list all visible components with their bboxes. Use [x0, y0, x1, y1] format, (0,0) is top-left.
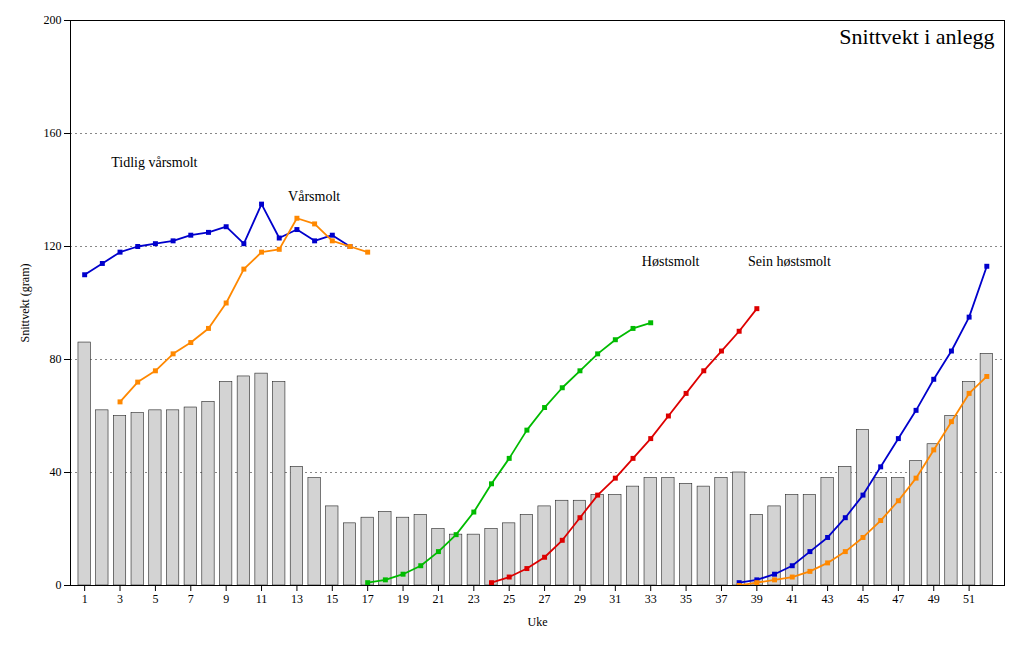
svg-text:80: 80 — [50, 352, 62, 366]
svg-text:5: 5 — [152, 592, 158, 606]
svg-text:19: 19 — [397, 592, 409, 606]
svg-text:7: 7 — [188, 592, 194, 606]
svg-text:11: 11 — [256, 592, 268, 606]
svg-text:200: 200 — [44, 13, 62, 27]
svg-text:13: 13 — [291, 592, 303, 606]
svg-text:Snittvekt (gram): Snittvekt (gram) — [18, 264, 32, 343]
svg-text:120: 120 — [44, 239, 62, 253]
svg-text:27: 27 — [539, 592, 551, 606]
svg-text:31: 31 — [609, 592, 621, 606]
svg-text:Tidlig vårsmolt: Tidlig vårsmolt — [111, 155, 197, 170]
svg-text:21: 21 — [432, 592, 444, 606]
svg-text:Sein høstsmolt: Sein høstsmolt — [748, 254, 831, 269]
svg-text:1: 1 — [82, 592, 88, 606]
svg-text:35: 35 — [680, 592, 692, 606]
svg-text:29: 29 — [574, 592, 586, 606]
svg-text:45: 45 — [857, 592, 869, 606]
svg-text:160: 160 — [44, 126, 62, 140]
svg-text:49: 49 — [928, 592, 940, 606]
svg-text:17: 17 — [362, 592, 374, 606]
svg-text:51: 51 — [963, 592, 975, 606]
svg-text:9: 9 — [223, 592, 229, 606]
svg-text:47: 47 — [892, 592, 904, 606]
svg-text:43: 43 — [822, 592, 834, 606]
svg-text:40: 40 — [50, 465, 62, 479]
svg-text:3: 3 — [117, 592, 123, 606]
svg-text:Uke: Uke — [528, 615, 548, 629]
svg-text:37: 37 — [715, 592, 727, 606]
svg-text:33: 33 — [645, 592, 657, 606]
svg-text:0: 0 — [56, 578, 62, 592]
svg-text:39: 39 — [751, 592, 763, 606]
svg-text:Snittvekt i anlegg: Snittvekt i anlegg — [839, 24, 994, 49]
svg-text:15: 15 — [326, 592, 338, 606]
svg-text:Vårsmolt: Vårsmolt — [288, 189, 340, 204]
svg-text:25: 25 — [503, 592, 515, 606]
svg-text:23: 23 — [468, 592, 480, 606]
svg-text:Høstsmolt: Høstsmolt — [642, 254, 700, 269]
svg-text:41: 41 — [786, 592, 798, 606]
